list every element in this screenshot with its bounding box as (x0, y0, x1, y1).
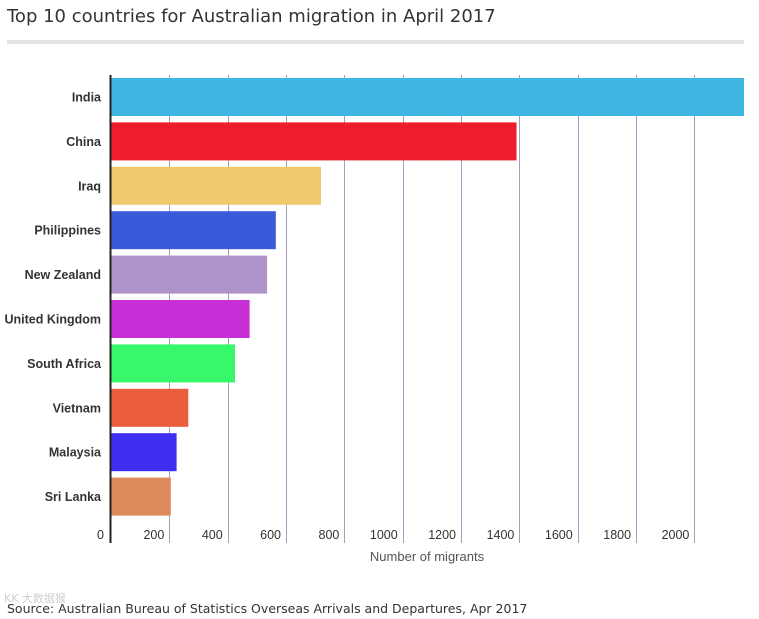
source-note: Source: Australian Bureau of Statistics … (7, 601, 528, 616)
category-label: Iraq (78, 179, 101, 193)
category-label: United Kingdom (4, 313, 101, 327)
category-label: New Zealand (25, 268, 101, 282)
bar (111, 166, 321, 205)
category-label: Sri Lanka (45, 490, 102, 504)
bar (111, 300, 250, 338)
category-label: India (72, 91, 102, 105)
category-label: South Africa (27, 357, 102, 371)
x-tick-label: 1400 (487, 528, 515, 542)
bar (111, 211, 276, 250)
bar (111, 344, 235, 383)
x-axis-label: Number of migrants (370, 549, 485, 564)
category-label: Philippines (34, 224, 101, 238)
bar (111, 255, 268, 294)
x-tick-label: 0 (97, 528, 104, 542)
bar (111, 433, 177, 472)
bar (111, 388, 189, 427)
watermark-logo: KK 大数据猴 (4, 592, 66, 605)
category-label: Vietnam (53, 401, 101, 415)
category-label: Malaysia (49, 446, 102, 460)
x-tick-label: 400 (202, 528, 223, 542)
bar (111, 78, 744, 116)
bar (111, 477, 171, 516)
x-tick-label: 1200 (428, 528, 456, 542)
x-tick-label: 600 (260, 528, 281, 542)
x-tick-label: 1000 (370, 528, 398, 542)
chart-title: Top 10 countries for Australian migratio… (7, 6, 496, 27)
x-tick-label: 800 (319, 528, 340, 542)
title-divider (7, 40, 744, 44)
x-tick-label: 1800 (603, 528, 631, 542)
category-label: China (66, 135, 102, 149)
bar (111, 122, 517, 161)
x-tick-label: 2000 (662, 528, 690, 542)
x-tick-label: 200 (143, 528, 164, 542)
x-tick-label: 1600 (545, 528, 573, 542)
